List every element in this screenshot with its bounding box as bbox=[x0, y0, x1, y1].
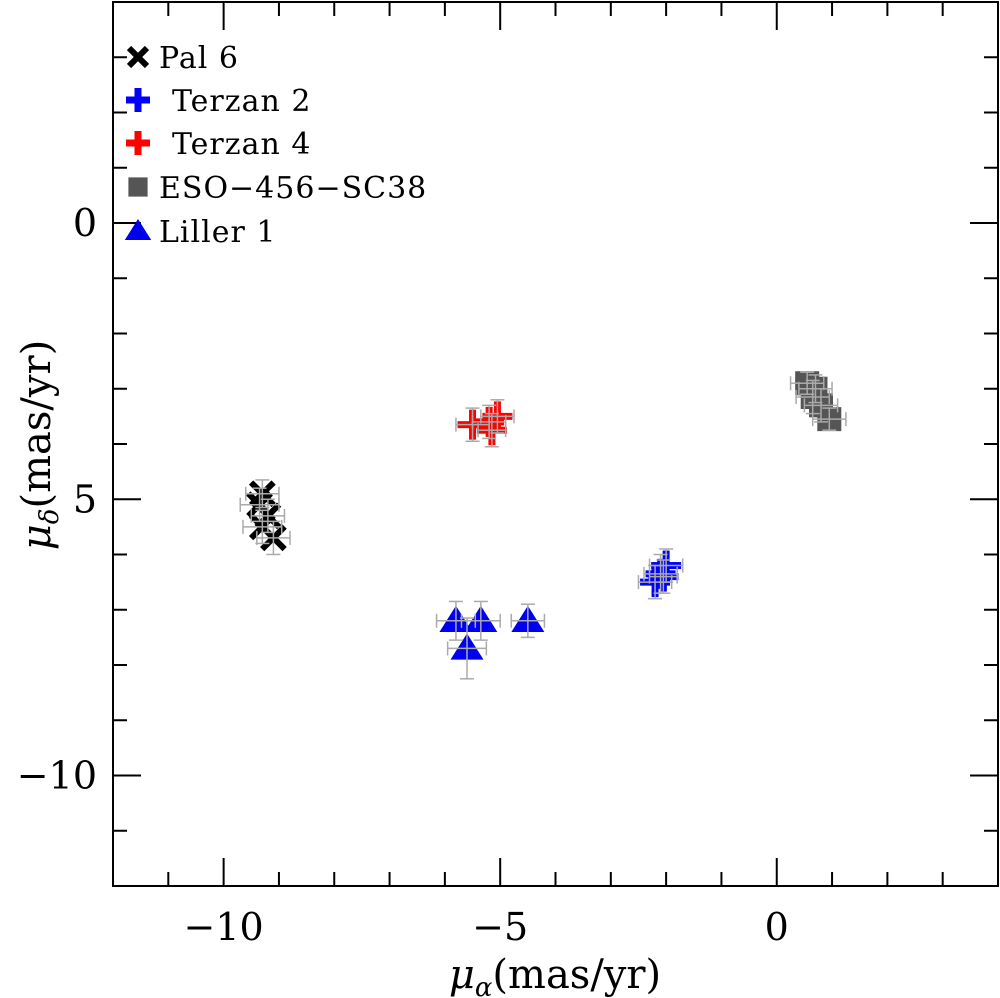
legend-item: Terzan 4 bbox=[126, 127, 311, 162]
legend-label: Liller 1 bbox=[159, 215, 276, 250]
y-axis-label-unit: (mas/yr) bbox=[14, 340, 60, 509]
legend-marker bbox=[126, 45, 150, 69]
y-axis-label-subscript: δ bbox=[35, 509, 65, 525]
legend-item: Liller 1 bbox=[124, 215, 276, 250]
error-bars-layer bbox=[239, 371, 847, 680]
y-tick-label: −10 bbox=[17, 754, 97, 798]
x-axis-label: μα(mas/yr) bbox=[449, 952, 661, 998]
legend-label: ESO−456−SC38 bbox=[159, 171, 427, 206]
x-axis-label-symbol: μ bbox=[449, 952, 475, 998]
marker-bar bbox=[134, 131, 142, 155]
legend-item: ESO−456−SC38 bbox=[128, 171, 427, 206]
legend-marker bbox=[128, 177, 148, 197]
legend: Pal 6 Terzan 2 Terzan 4 ESO−456−SC38 Liller … bbox=[124, 41, 427, 250]
marker-stroke bbox=[126, 45, 150, 69]
axis-ticks bbox=[112, 1, 999, 887]
legend-marker bbox=[126, 88, 150, 112]
legend-label: Terzan 4 bbox=[172, 127, 311, 162]
x-tick-label: −5 bbox=[472, 905, 528, 949]
y-axis-label: μδ(mas/yr) bbox=[14, 340, 65, 550]
legend-label: Pal 6 bbox=[159, 41, 239, 76]
tick-labels: −10 −5 0 0 5 −10 bbox=[17, 201, 789, 949]
y-tick-label: 5 bbox=[73, 477, 97, 521]
y-axis-label-symbol: μ bbox=[14, 524, 60, 550]
x-axis-label-unit: (mas/yr) bbox=[492, 952, 661, 998]
marker-square bbox=[128, 177, 148, 197]
x-tick-label: −10 bbox=[184, 905, 264, 949]
legend-marker bbox=[124, 219, 152, 240]
legend-marker bbox=[126, 131, 150, 155]
x-axis-label-subscript: α bbox=[475, 973, 493, 998]
marker-bar bbox=[134, 88, 142, 112]
legend-item: Pal 6 bbox=[126, 41, 239, 76]
legend-label: Terzan 2 bbox=[172, 84, 311, 119]
legend-item: Terzan 2 bbox=[126, 84, 311, 119]
marker-triangle bbox=[124, 219, 152, 240]
x-tick-label: 0 bbox=[765, 905, 789, 949]
y-tick-label: 0 bbox=[73, 201, 97, 245]
